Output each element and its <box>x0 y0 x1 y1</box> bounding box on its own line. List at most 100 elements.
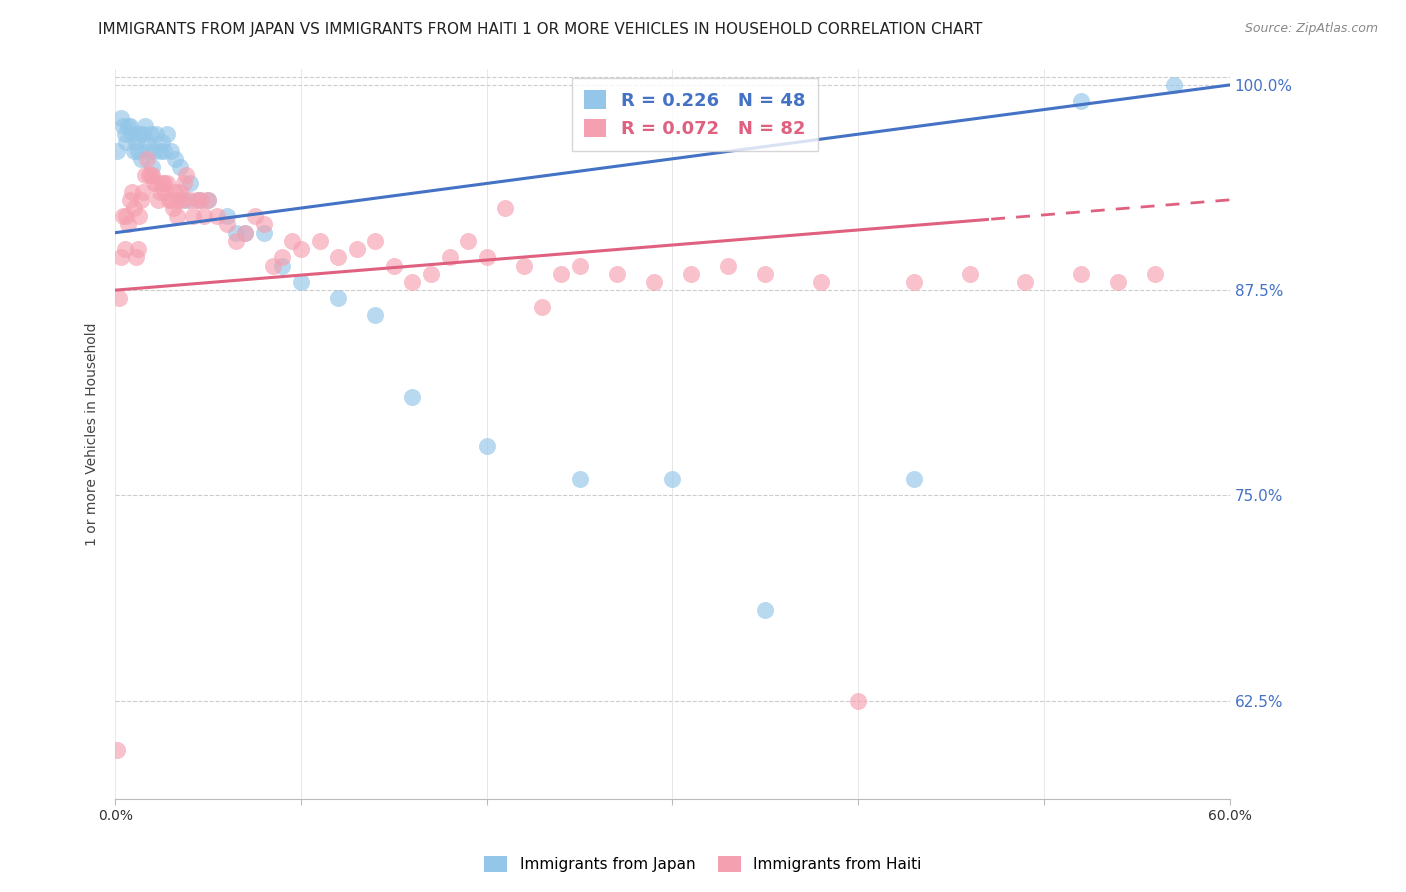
Point <box>105 743 128 757</box>
Point <box>139 127 162 141</box>
Y-axis label: 1 or more Vehicles in Household: 1 or more Vehicles in Household <box>86 322 100 546</box>
Point <box>568 259 591 273</box>
Point <box>290 242 312 256</box>
Point <box>215 218 238 232</box>
Point <box>145 127 167 141</box>
Point <box>160 144 183 158</box>
Point <box>661 472 683 486</box>
Point <box>606 267 628 281</box>
Point <box>156 177 179 191</box>
Point <box>149 185 172 199</box>
Point <box>125 250 148 264</box>
Point <box>179 193 201 207</box>
Point <box>169 160 191 174</box>
Point <box>150 177 173 191</box>
Point <box>225 226 247 240</box>
Text: Source: ZipAtlas.com: Source: ZipAtlas.com <box>1244 22 1378 36</box>
Point <box>643 275 665 289</box>
Point <box>846 693 869 707</box>
Point <box>117 218 139 232</box>
Point <box>135 152 157 166</box>
Point <box>157 193 180 207</box>
Point <box>197 193 219 207</box>
Point <box>108 291 131 305</box>
Point <box>754 267 776 281</box>
Point <box>280 234 302 248</box>
Point <box>138 144 160 158</box>
Point <box>135 136 157 150</box>
Point <box>364 234 387 248</box>
Point <box>173 177 195 191</box>
Point <box>550 267 572 281</box>
Point <box>143 144 166 158</box>
Legend: R = 0.226   N = 48, R = 0.072   N = 82: R = 0.226 N = 48, R = 0.072 N = 82 <box>572 78 818 151</box>
Point <box>190 193 212 207</box>
Point <box>186 193 208 207</box>
Point <box>121 127 143 141</box>
Point <box>129 152 152 166</box>
Point <box>114 242 136 256</box>
Point <box>420 267 443 281</box>
Point <box>156 127 179 141</box>
Point <box>122 144 145 158</box>
Point <box>253 226 276 240</box>
Point <box>225 234 247 248</box>
Point <box>105 144 128 158</box>
Point <box>111 119 134 133</box>
Point <box>121 185 143 199</box>
Point <box>1070 95 1092 109</box>
Point <box>475 250 498 264</box>
Point <box>364 308 387 322</box>
Point <box>134 168 156 182</box>
Point <box>166 209 188 223</box>
Point <box>110 111 132 125</box>
Point <box>328 250 350 264</box>
Point <box>145 177 167 191</box>
Point <box>308 234 330 248</box>
Point <box>134 119 156 133</box>
Point <box>127 242 149 256</box>
Point <box>174 168 197 182</box>
Point <box>262 259 284 273</box>
Point <box>1163 78 1185 92</box>
Point <box>115 209 138 223</box>
Point <box>903 275 925 289</box>
Point <box>568 472 591 486</box>
Point <box>122 201 145 215</box>
Point <box>207 209 229 223</box>
Point <box>187 193 209 207</box>
Text: IMMIGRANTS FROM JAPAN VS IMMIGRANTS FROM HAITI 1 OR MORE VEHICLES IN HOUSEHOLD C: IMMIGRANTS FROM JAPAN VS IMMIGRANTS FROM… <box>98 22 983 37</box>
Point <box>233 226 256 240</box>
Point <box>290 275 312 289</box>
Point <box>141 160 163 174</box>
Point <box>163 185 186 199</box>
Point <box>111 209 134 223</box>
Point <box>143 177 166 191</box>
Point <box>169 185 191 199</box>
Point <box>513 259 536 273</box>
Point <box>120 193 142 207</box>
Point <box>271 259 294 273</box>
Point <box>120 119 142 133</box>
Point <box>115 136 138 150</box>
Point <box>117 119 139 133</box>
Point <box>531 300 554 314</box>
Point <box>163 152 186 166</box>
Point <box>174 193 197 207</box>
Point <box>150 136 173 150</box>
Point <box>129 193 152 207</box>
Point <box>681 267 703 281</box>
Point <box>152 177 174 191</box>
Point <box>717 259 740 273</box>
Point <box>1070 267 1092 281</box>
Point <box>243 209 266 223</box>
Point <box>1144 267 1167 281</box>
Point <box>139 168 162 182</box>
Point <box>197 193 219 207</box>
Point <box>172 193 194 207</box>
Point <box>233 226 256 240</box>
Point <box>181 209 204 223</box>
Point <box>160 193 183 207</box>
Point <box>494 201 516 215</box>
Point <box>114 127 136 141</box>
